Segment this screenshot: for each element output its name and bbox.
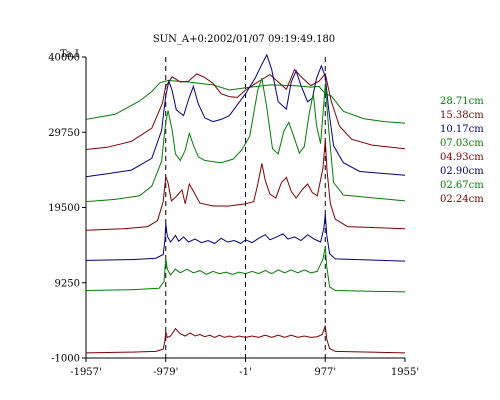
- y-tick-label: 40000: [48, 53, 80, 64]
- series-line-04.93cm: [85, 139, 406, 231]
- series-line-07.03cm: [85, 78, 406, 203]
- legend-entry: 02.24cm: [440, 194, 484, 205]
- legend-entry: 04.93cm: [440, 152, 484, 163]
- series-line-02.67cm: [85, 247, 406, 293]
- series-line-28.71cm: [85, 79, 406, 124]
- series-line-15.38cm: [85, 68, 406, 150]
- x-tick-label: -1957': [70, 367, 102, 378]
- x-tick-label: -979': [153, 367, 178, 378]
- series-line-10.17cm: [85, 53, 406, 178]
- y-tick-label: -1000: [51, 354, 80, 365]
- series-line-02.24cm: [85, 325, 406, 354]
- series-line-02.90cm: [85, 214, 406, 262]
- y-tick-label: 9250: [55, 278, 80, 289]
- y-tick-label: 19500: [48, 203, 80, 214]
- chart-title: SUN_A+0:2002/01/07 09:19:49.180: [153, 34, 335, 45]
- legend-entry: 28.71cm: [440, 96, 484, 107]
- x-tick-label: 977': [314, 367, 336, 378]
- x-tick-label: -1': [239, 367, 252, 378]
- legend-entry: 07.03cm: [440, 138, 484, 149]
- y-axis-label: Ta,I: [60, 49, 79, 60]
- y-tick-label: 29750: [48, 128, 80, 139]
- legend-entry: 02.67cm: [440, 180, 484, 191]
- legend-entry: 02.90cm: [440, 166, 484, 177]
- legend-entry: 10.17cm: [440, 124, 484, 135]
- legend-entry: 15.38cm: [440, 110, 484, 121]
- x-tick-label: 1955': [391, 367, 419, 378]
